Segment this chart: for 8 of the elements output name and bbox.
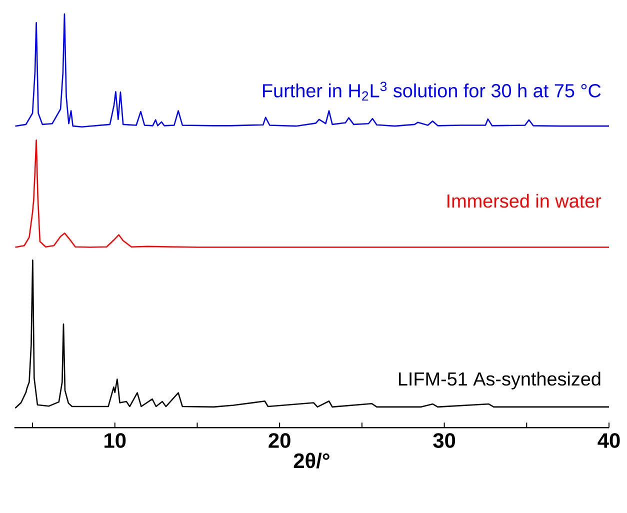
series-label: LIFM-51 As-synthesized (398, 372, 600, 390)
x-tick-label: 10 (104, 433, 126, 448)
x-tick-label: 20 (268, 433, 290, 448)
x-axis-title: 2θ/° (294, 452, 330, 468)
x-tick-label: 40 (598, 433, 620, 448)
text: Immersed in water (448, 194, 602, 208)
x-tick-label: 30 (433, 433, 456, 448)
series-label: Further in H$_{2}$L$^{3}$ solution for 30 h at 75 °C (263, 82, 601, 101)
